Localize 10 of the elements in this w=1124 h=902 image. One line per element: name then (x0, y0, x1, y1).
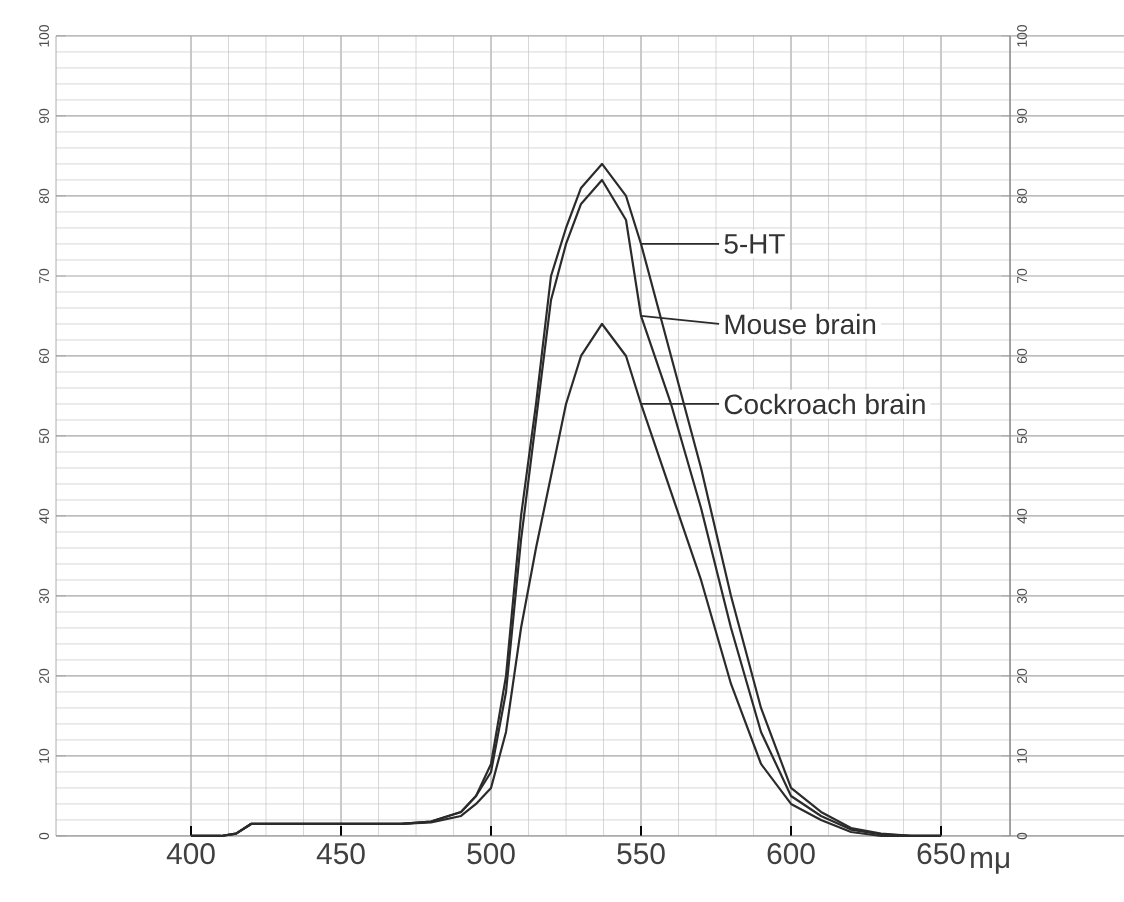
x-tick-label: 450 (316, 843, 365, 865)
x-tick-label: 550 (617, 843, 665, 865)
x-tick-label: 400 (166, 843, 215, 865)
legend-label: 5-HT (724, 234, 785, 254)
x-tick-label: 650 (917, 843, 965, 865)
x-tick-label: 600 (767, 843, 815, 865)
legend-label: Cockroach brain (724, 393, 925, 415)
legend-label: Mouse brain (725, 313, 876, 335)
x-tick-label: 500 (467, 843, 515, 865)
x-axis-title: mμ (971, 851, 1009, 874)
